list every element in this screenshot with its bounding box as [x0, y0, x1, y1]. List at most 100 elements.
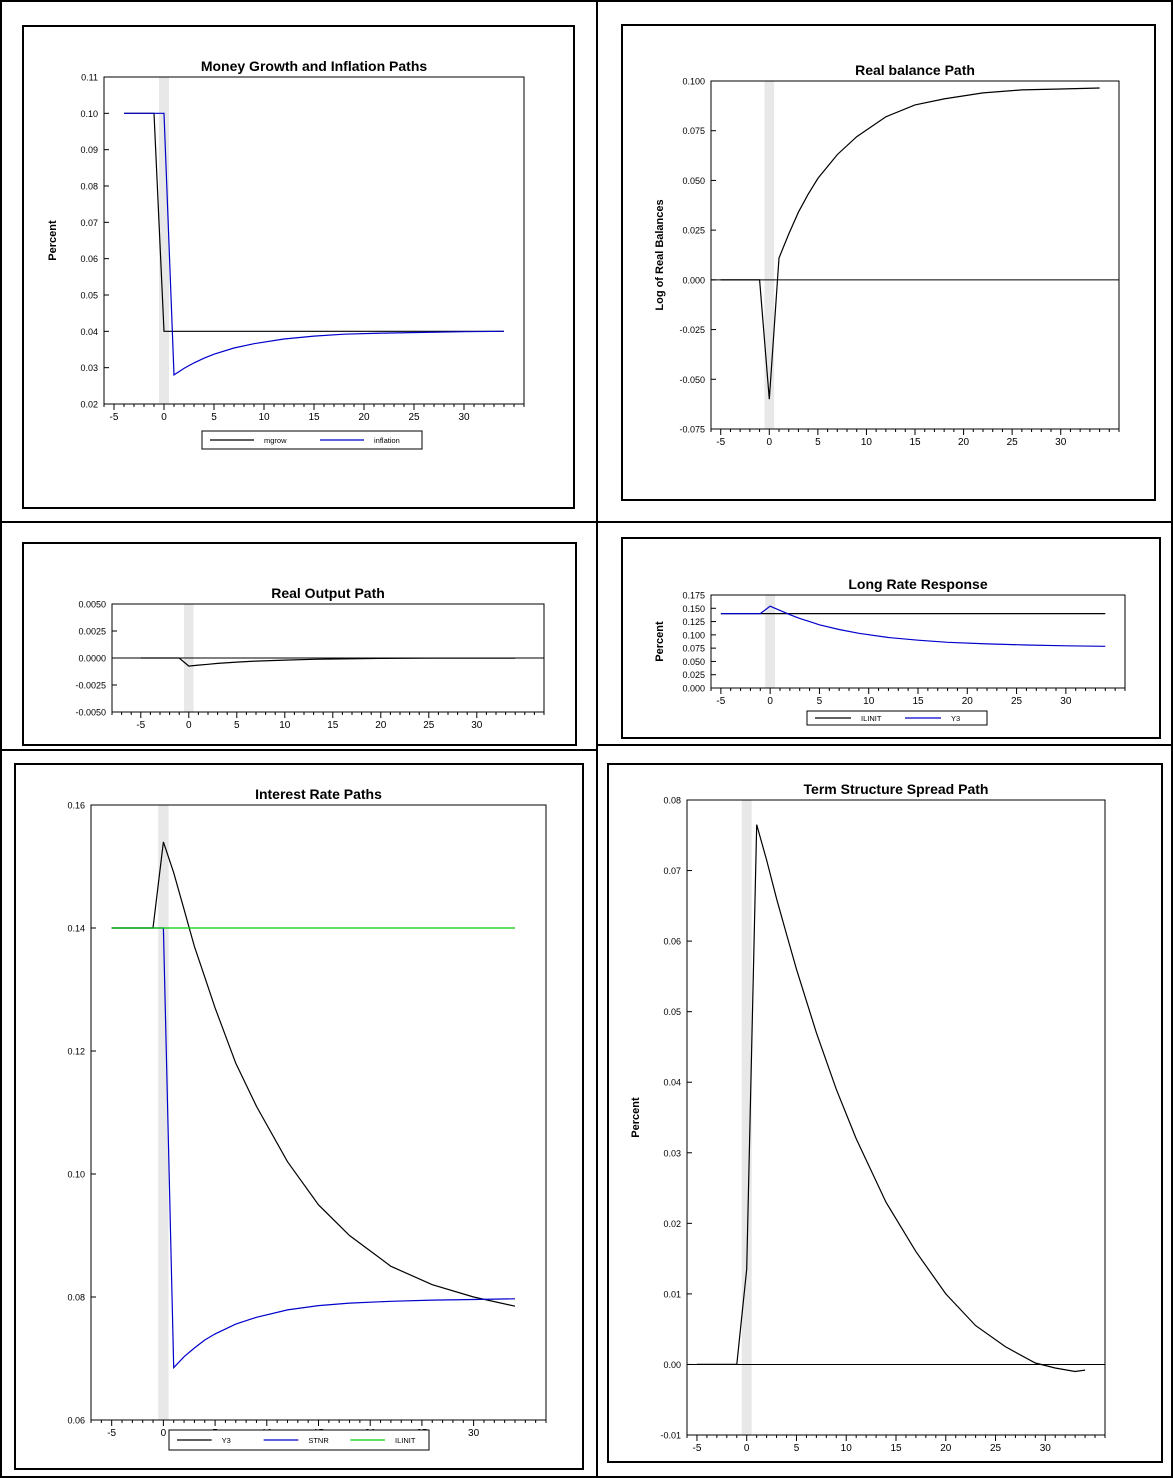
y-tick-label: 0.04: [80, 327, 98, 337]
y-tick-label: 0.025: [682, 226, 705, 236]
y-tick-label: 0.04: [663, 1078, 681, 1088]
y-tick-label: 0.05: [80, 291, 98, 301]
x-tick-label: -5: [692, 1443, 701, 1454]
event-shade-band: [764, 81, 775, 429]
x-tick-label: 30: [458, 412, 470, 423]
x-tick-label: -5: [716, 437, 725, 448]
legend-entry-label: mgrow: [264, 436, 287, 445]
legend-entry-label: inflation: [374, 436, 400, 445]
y-tick-label: 0.10: [80, 109, 98, 119]
y-tick-label: -0.0025: [75, 681, 106, 691]
x-tick-label: 20: [940, 1443, 952, 1454]
x-tick-label: 0: [767, 696, 773, 707]
x-tick-label: 15: [912, 696, 924, 707]
legend-entry-label: ILINIT: [395, 1436, 416, 1445]
y-tick-label: 0.075: [682, 126, 705, 136]
chart-title: Real Output Path: [271, 585, 385, 601]
x-tick-label: 5: [815, 437, 821, 448]
chart-title: Long Rate Response: [848, 576, 987, 592]
x-tick-label: 5: [794, 1443, 800, 1454]
event-shade-band: [741, 800, 752, 1435]
y-tick-label: 0.03: [80, 363, 98, 373]
x-tick-label: 30: [1055, 437, 1067, 448]
x-tick-label: -5: [107, 1428, 116, 1439]
x-tick-label: 5: [817, 696, 823, 707]
series-line-y3: [111, 841, 516, 1307]
chart-panel-real-output: Real Output Path -0.0050 -0.0025 0.0000 0.00…: [22, 542, 577, 746]
chart-panel-real-balance: Real balance Path Log of Real Balances -0.…: [621, 24, 1156, 501]
x-tick-label: 30: [471, 720, 483, 731]
chart-title: Real balance Path: [855, 62, 975, 78]
y-tick-label: 0.06: [663, 937, 681, 947]
series-line-main: [140, 657, 516, 667]
x-tick-label: 0: [161, 1428, 167, 1439]
y-tick-label: 0.16: [67, 801, 85, 811]
y-tick-label: 0.07: [663, 866, 681, 876]
x-tick-label: 30: [1060, 696, 1072, 707]
x-tick-label: -5: [110, 412, 119, 423]
y-tick-label: 0.125: [682, 617, 705, 627]
x-tick-label: 15: [890, 1443, 902, 1454]
chart-panel-term-spread: Term Structure Spread Path Percent -0.01 0.…: [607, 763, 1163, 1463]
y-tick-label: -0.0050: [75, 708, 106, 718]
legend-entry-label: STNR: [308, 1436, 329, 1445]
real-balance-chart: Real balance Path Log of Real Balances -0.…: [654, 62, 1120, 448]
y-axis-label: Percent: [654, 621, 666, 662]
y-tick-label: 0.02: [80, 400, 98, 410]
y-tick-label: 0.050: [682, 657, 705, 667]
series-line-main: [697, 824, 1086, 1373]
y-tick-label: 0.075: [682, 644, 705, 654]
interest-rate-chart: Interest Rate Paths 0.06 0.08 0.10 0.12 0.14 0…: [67, 786, 547, 1451]
y-axis-label: Percent: [47, 220, 59, 261]
x-tick-label: 10: [841, 1443, 853, 1454]
series-line-inflation: [124, 112, 505, 376]
y-tick-label: 0.150: [682, 604, 705, 614]
y-tick-label: 0.08: [80, 182, 98, 192]
term-spread-chart: Term Structure Spread Path Percent -0.01 0.…: [630, 781, 1106, 1454]
y-tick-label: -0.050: [679, 375, 705, 385]
y-tick-label: -0.075: [679, 425, 705, 435]
y-tick-label: 0.09: [80, 145, 98, 155]
y-tick-label: 0.10: [67, 1170, 85, 1180]
y-tick-label: 0.08: [67, 1293, 85, 1303]
x-tick-label: 10: [863, 696, 875, 707]
series-line-stnr: [111, 927, 516, 1370]
y-tick-label: 0.100: [682, 630, 705, 640]
chart-panel-long-rate: Long Rate Response Percent 0.000 0.025 0.050…: [621, 537, 1161, 739]
y-tick-label: 0.11: [81, 73, 98, 83]
y-tick-label: 0.03: [663, 1148, 681, 1158]
series-line-main: [720, 87, 1100, 400]
y-tick-label: 0.050: [682, 176, 705, 186]
y-tick-label: 0.08: [663, 796, 681, 806]
x-tick-label: 0: [744, 1443, 750, 1454]
y-tick-label: -0.01: [660, 1431, 681, 1441]
series-line-mgrow: [124, 112, 504, 332]
event-shade-band: [765, 595, 776, 688]
chart-panel-money-growth: Money Growth and Inflation Paths Percent 0…: [22, 25, 575, 509]
x-tick-label: 5: [234, 720, 240, 731]
y-tick-label: 0.0025: [78, 627, 106, 637]
y-tick-label: 0.01: [663, 1289, 681, 1299]
y-tick-label: 0.0050: [78, 600, 106, 610]
chart-panel-interest-rate: Interest Rate Paths 0.06 0.08 0.10 0.12 0.14 0…: [14, 763, 584, 1470]
legend-box: [201, 430, 423, 450]
y-axis-label: Percent: [630, 1097, 642, 1138]
chart-title: Term Structure Spread Path: [804, 781, 989, 797]
y-tick-label: -0.025: [679, 325, 705, 335]
legend-entry-label: Y3: [222, 1436, 231, 1445]
y-tick-label: 0.000: [682, 275, 705, 285]
x-tick-label: 25: [1007, 437, 1019, 448]
x-tick-label: 5: [211, 412, 217, 423]
legend-entry-label: ILINIT: [861, 714, 882, 723]
chart-title: Money Growth and Inflation Paths: [201, 58, 428, 74]
event-shade-band: [159, 77, 169, 404]
y-tick-label: 0.175: [682, 591, 705, 601]
x-tick-label: 20: [358, 412, 370, 423]
y-tick-label: 0.100: [682, 77, 705, 87]
x-tick-label: 25: [408, 412, 420, 423]
x-tick-label: 30: [468, 1428, 480, 1439]
y-tick-label: 0.07: [80, 218, 98, 228]
y-tick-label: 0.12: [67, 1047, 85, 1057]
x-tick-label: 0: [161, 412, 167, 423]
